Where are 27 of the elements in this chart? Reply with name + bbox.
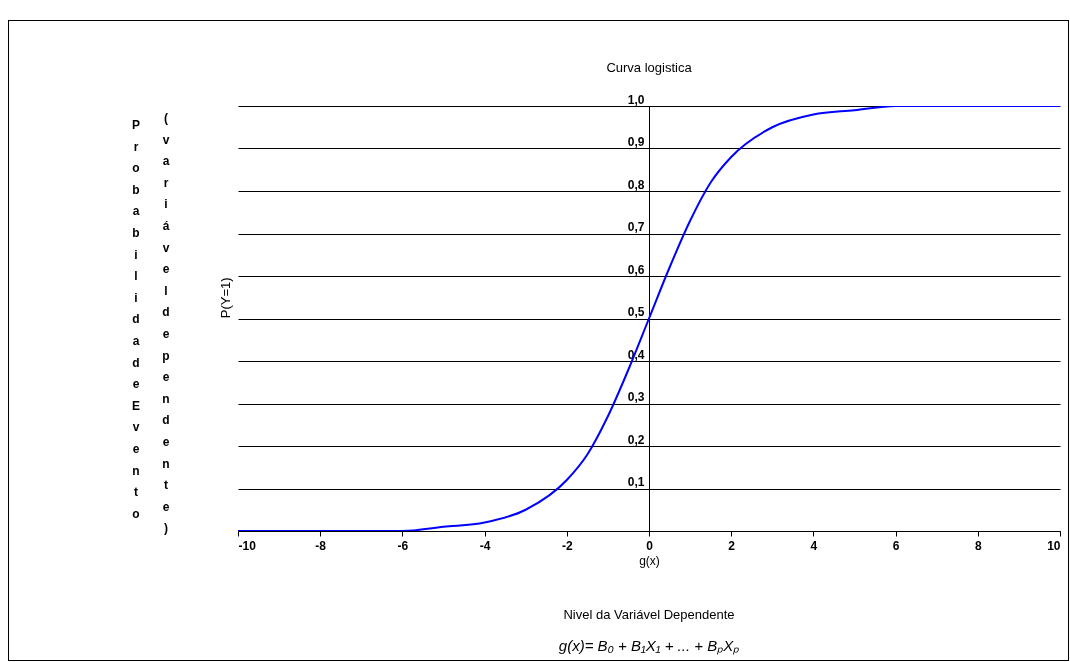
- y-tick-label: 0,7: [627, 220, 645, 234]
- text: (variável dependente): [162, 111, 170, 536]
- text: Probabilidade Evento: [131, 118, 141, 521]
- x-tick-label: -4: [479, 538, 491, 553]
- y-tick-label: 0,1: [627, 475, 645, 489]
- y-tick-label: 0,9: [627, 135, 645, 149]
- text: g(x)= B₀ + B₁X₁ + ... + BₚXₚ: [558, 637, 741, 655]
- x-tick-label: 10: [1047, 538, 1061, 553]
- y-tick-label: 0,8: [627, 177, 645, 192]
- y-axis-title: P(Y=1): [217, 277, 233, 319]
- x-tick-label: 4: [810, 538, 818, 553]
- y-tick-label: 0,3: [627, 390, 645, 404]
- x-tick-label: -6: [397, 538, 409, 553]
- text: Nivel da Variável Dependente: [563, 607, 735, 622]
- x-tick-label: -8: [315, 538, 327, 553]
- y-tick-label: 1,0: [627, 92, 645, 107]
- x-tick-label: 0: [646, 538, 654, 553]
- y-tick-label: 0,5: [627, 305, 645, 319]
- x-tick-label: -10: [238, 538, 257, 553]
- x-tick-label: -2: [561, 538, 573, 553]
- x-tick-label: 6: [892, 538, 900, 553]
- y-tick-label: 0,2: [627, 432, 645, 447]
- chart-title: Curva logistica: [606, 60, 693, 75]
- y-tick-label: 0,6: [627, 262, 645, 277]
- x-axis-title: g(x): [639, 553, 660, 568]
- x-tick-label: 2: [728, 538, 736, 553]
- x-tick-label: 8: [974, 538, 982, 553]
